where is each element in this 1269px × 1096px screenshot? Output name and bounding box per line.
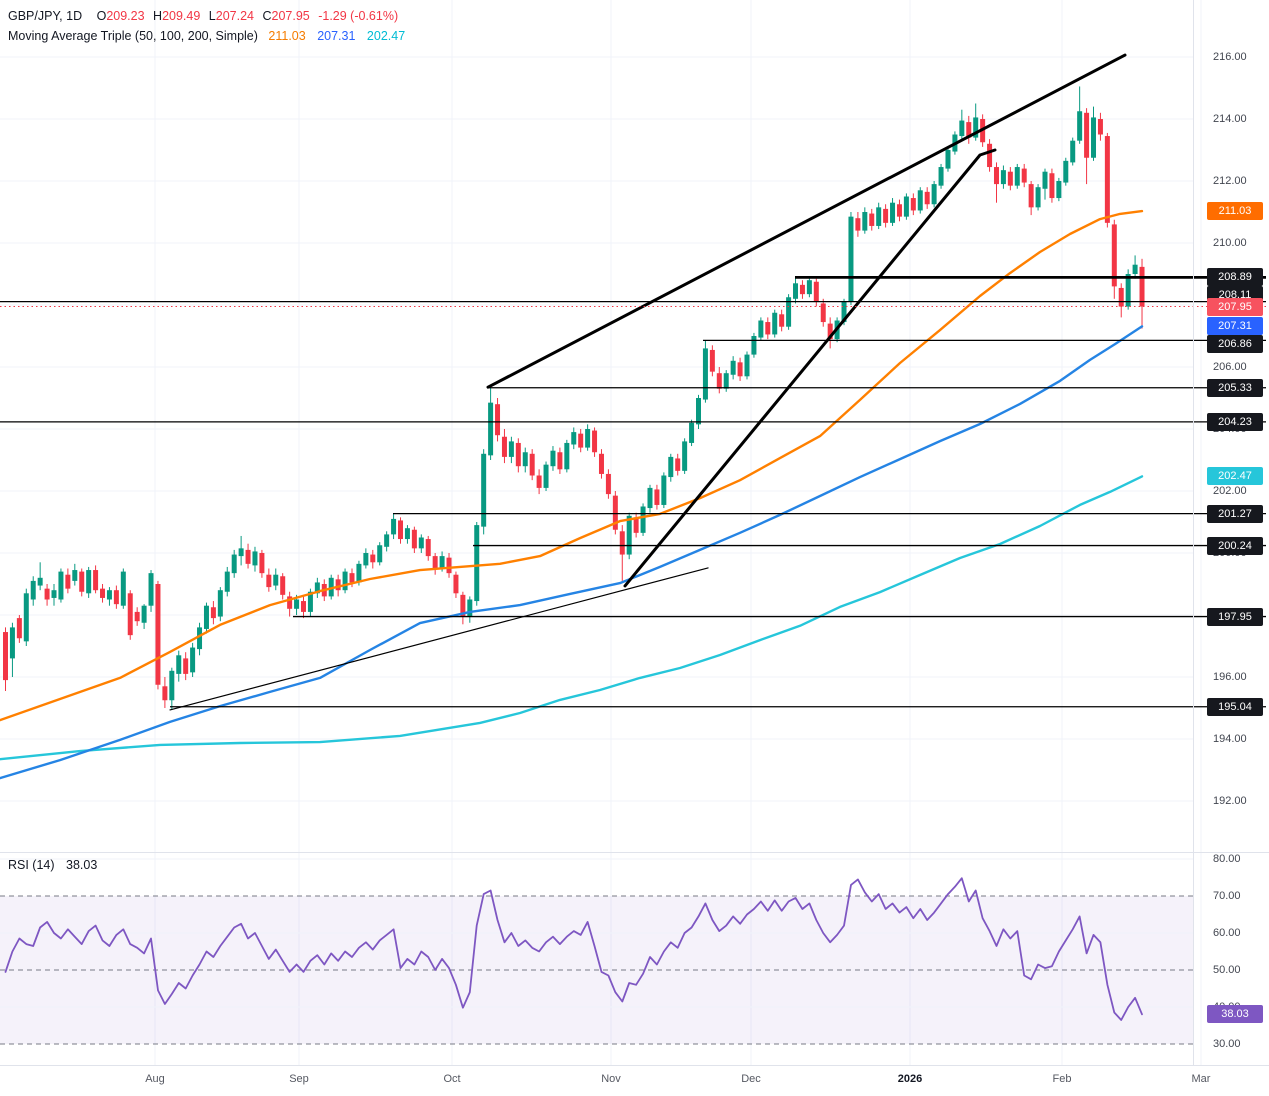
time-tick-Feb: Feb [1052,1073,1072,1085]
ma200-value: 202.47 [366,29,406,43]
price-tick-label: 212.00 [1213,175,1247,187]
rsi-tick-label: 50.00 [1213,964,1241,976]
time-tick-Sep: Sep [289,1073,309,1085]
time-tick-Oct: Oct [443,1073,461,1085]
price-tick-label: 192.00 [1213,795,1247,807]
price-tick-label: 202.00 [1213,485,1247,497]
price-badge-206.86: 206.86 [1207,335,1263,353]
price-badge-205.33: 205.33 [1207,378,1263,397]
time-tick-Dec: Dec [741,1073,761,1085]
low-label: L [208,9,216,23]
rsi-indicator-title[interactable]: RSI (14) [8,858,55,872]
ma50-value: 211.03 [268,29,306,43]
close-label: C [262,9,272,23]
rsi-tick-label: 70.00 [1213,890,1241,902]
time-tick-2026: 2026 [897,1073,923,1085]
price-badge-201.27: 201.27 [1207,504,1263,523]
high-label: H [153,9,163,23]
time-tick-Aug: Aug [145,1073,165,1085]
price-tick-label: 214.00 [1213,113,1247,125]
rsi-badge: 38.03 [1207,1005,1263,1024]
price-tick-label: 210.00 [1213,237,1247,249]
rsi-value: 38.03 [66,858,98,872]
price-tick-label: 194.00 [1213,733,1247,745]
rsi-tick-label: 60.00 [1213,927,1241,939]
price-badge-208.89: 208.89 [1207,268,1263,287]
ma-legend-row[interactable]: Moving Average Triple (50, 100, 200, Sim… [8,26,405,46]
change-value: -1.29 (-0.61%) [318,9,399,23]
close-value: 207.95 [271,9,310,23]
rsi-legend-row[interactable]: RSI (14) 38.03 [8,858,97,872]
pane-separator[interactable] [0,852,1269,853]
price-tick-label: 196.00 [1213,671,1247,683]
legend: GBP/JPY, 1D O209.23 H209.49 L207.24 C207… [8,6,405,46]
price-badge-202.47: 202.47 [1207,467,1263,486]
high-value: 209.49 [162,9,201,23]
price-tick-label: 216.00 [1213,51,1247,63]
rsi-tick-label: 80.00 [1213,853,1241,865]
price-badge-207.31: 207.31 [1207,317,1263,336]
time-tick-Mar: Mar [1191,1073,1211,1085]
price-badge-200.24: 200.24 [1207,536,1263,555]
price-axis-separator [1193,0,1194,1065]
price-tick-label: 206.00 [1213,361,1247,373]
price-axis[interactable]: 216.00214.00212.00210.00208.00206.00204.… [1193,0,1269,1065]
price-badge-204.23: 204.23 [1207,412,1263,431]
time-axis[interactable]: Aug Sep Oct Nov Dec 2026 Feb Mar [0,1065,1269,1096]
symbol-legend-row[interactable]: GBP/JPY, 1D O209.23 H209.49 L207.24 C207… [8,6,405,26]
ma-indicator-title[interactable]: Moving Average Triple (50, 100, 200, Sim… [8,29,258,43]
price-badge-211.03: 211.03 [1207,202,1263,221]
symbol-title[interactable]: GBP/JPY, 1D [8,9,83,23]
ma100-value: 207.31 [317,29,356,43]
price-badge-207.95: 207.95 [1207,297,1263,316]
price-badge-197.95: 197.95 [1207,607,1263,626]
open-value: 209.23 [106,9,145,23]
rsi-tick-label: 30.00 [1213,1038,1241,1050]
time-tick-Nov: Nov [601,1073,621,1085]
low-value: 207.24 [215,9,254,23]
price-badge-195.04: 195.04 [1207,697,1263,716]
open-label: O [96,9,107,23]
